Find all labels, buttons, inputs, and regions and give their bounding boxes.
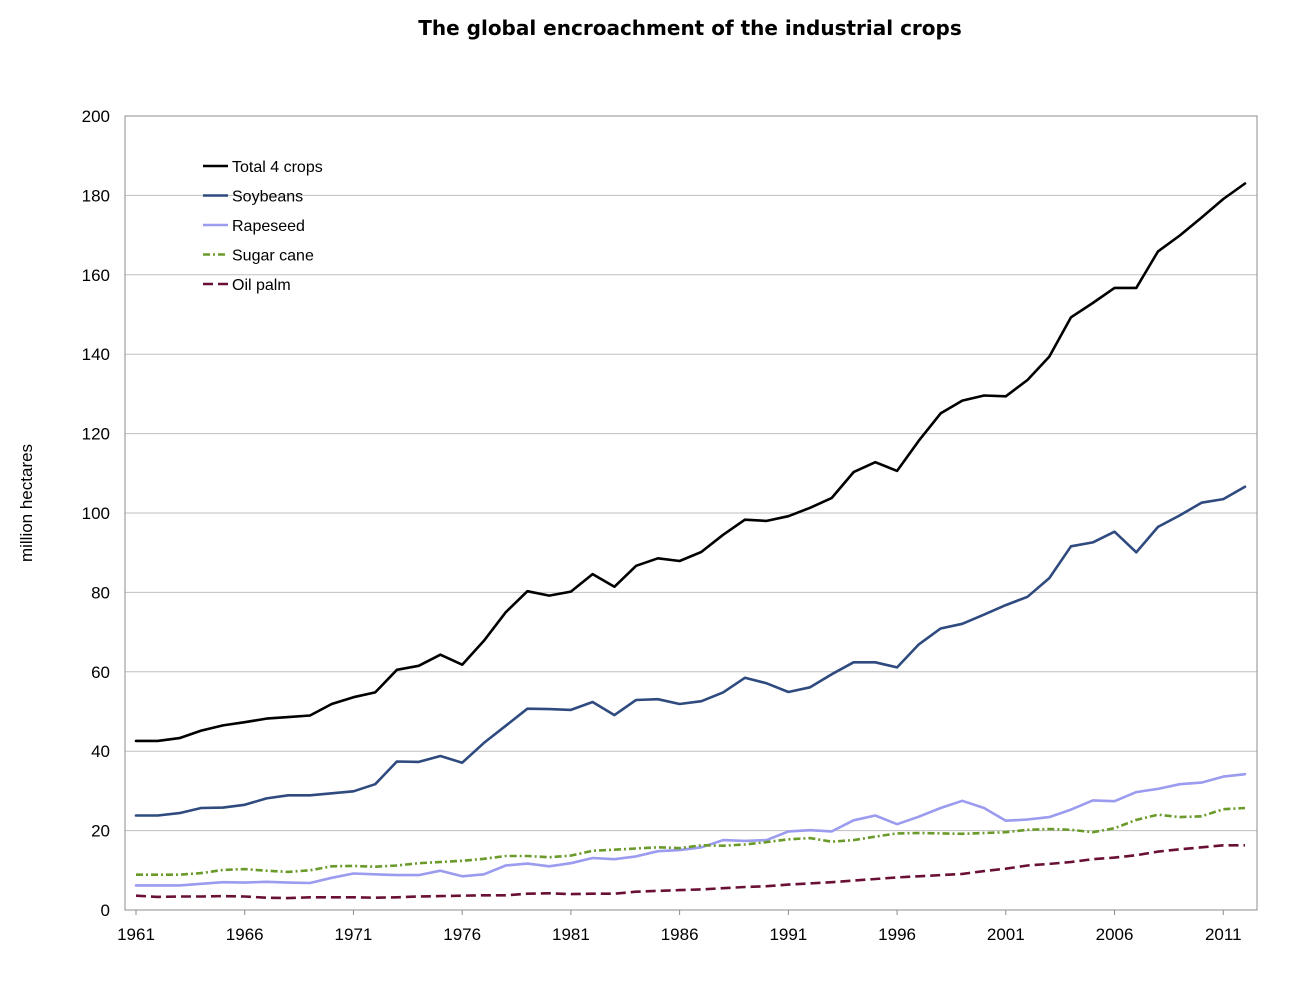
- series-line-soybeans: [134, 485, 1247, 817]
- x-tick-label: 2006: [1096, 925, 1134, 944]
- x-tick-label: 1966: [226, 925, 264, 944]
- y-tick-label: 200: [82, 107, 110, 126]
- x-tick-label: 2011: [1205, 925, 1242, 944]
- legend-label: Soybeans: [232, 189, 303, 206]
- legend-label: Sugar cane: [232, 248, 314, 265]
- y-axis-label: million hectares: [17, 444, 36, 562]
- y-tick-label: 80: [91, 583, 110, 602]
- legend-label: Rapeseed: [232, 218, 305, 235]
- x-tick-label: 1986: [661, 925, 699, 944]
- y-tick-label: 60: [91, 663, 110, 682]
- plot-area-border: [124, 115, 1258, 911]
- y-tick-label: 120: [82, 425, 110, 444]
- y-tick-label: 40: [91, 742, 110, 761]
- y-tick-label: 180: [82, 186, 110, 205]
- series-line-sugar-cane: [136, 806, 1246, 877]
- x-tick-label: 1971: [335, 925, 373, 944]
- chart-title: The global encroachment of the industria…: [418, 16, 962, 40]
- x-axis-ticks: 1961 1966 1971 1976 1981 1986 1991 1996 2001 2006…: [117, 910, 1242, 944]
- y-tick-label: 0: [101, 901, 110, 920]
- legend-label: Oil palm: [232, 277, 291, 294]
- y-tick-label: 140: [82, 345, 110, 364]
- series-line-rapeseed: [134, 772, 1247, 887]
- series-line-oil-palm: [135, 843, 1245, 900]
- x-tick-label: 2001: [987, 925, 1025, 944]
- y-tick-label: 160: [82, 266, 110, 285]
- legend-label: Total 4 crops: [232, 159, 323, 176]
- x-tick-label: 1961: [117, 925, 155, 944]
- y-tick-label: 100: [82, 504, 110, 523]
- y-tick-label: 20: [91, 822, 110, 841]
- x-tick-label: 1991: [769, 925, 807, 944]
- x-tick-label: 1996: [878, 925, 916, 944]
- legend: Total 4 crops Soybeans Rapeseed Sugar cane O…: [203, 159, 323, 294]
- series-lines: [134, 182, 1247, 900]
- x-tick-label: 1976: [443, 925, 481, 944]
- y-axis-ticks: 0 20 40 60 80 100 120 140 160 180 200: [82, 107, 110, 920]
- series-line-total-4-crops: [134, 182, 1247, 743]
- grid-lines: [125, 194, 1257, 832]
- x-tick-label: 1981: [552, 925, 590, 944]
